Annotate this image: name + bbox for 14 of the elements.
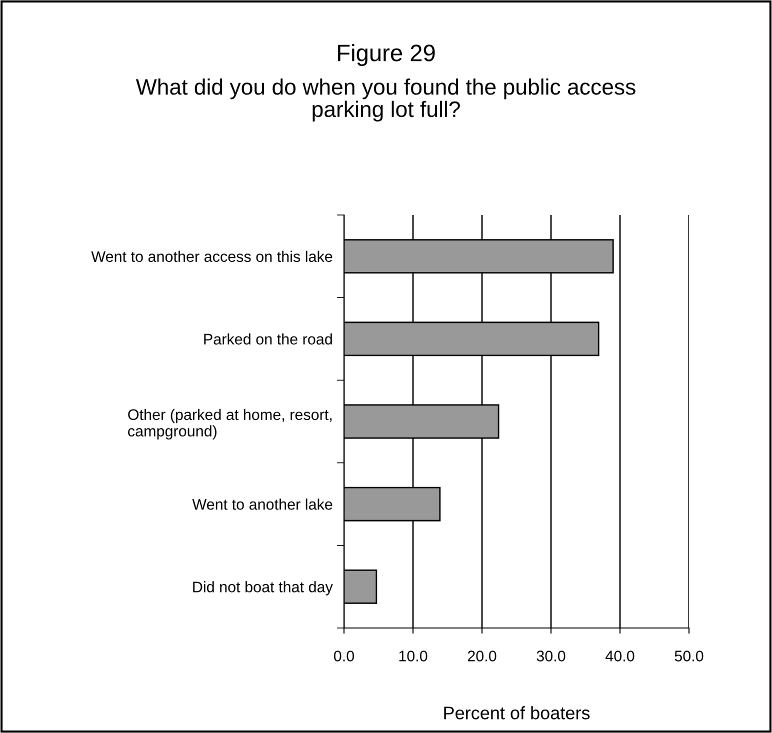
y-tick-label: Went to another access on this lake (91, 250, 332, 262)
y-tick-label: Other (parked at home, resort, campground) (128, 408, 332, 440)
y-tick-label: Did not boat that day (193, 581, 333, 596)
x-axis-title: Percent of boaters (444, 706, 590, 720)
x-tick-label: 40.0 (605, 650, 634, 662)
x-tick-label: 50.0 (674, 650, 704, 662)
chart-subtitle: What did you do when you found the public access parking lot full? (136, 78, 636, 122)
x-tick-label: 10.0 (399, 650, 428, 662)
x-tick-label: 0.0 (334, 650, 354, 662)
x-tick-label: 20.0 (468, 650, 496, 662)
chart-title: Figure 29 (338, 44, 435, 66)
x-tick-label: 30.0 (536, 650, 566, 662)
y-tick-label: Went to another lake (192, 498, 332, 510)
y-tick-label: Parked on the road (204, 333, 332, 345)
